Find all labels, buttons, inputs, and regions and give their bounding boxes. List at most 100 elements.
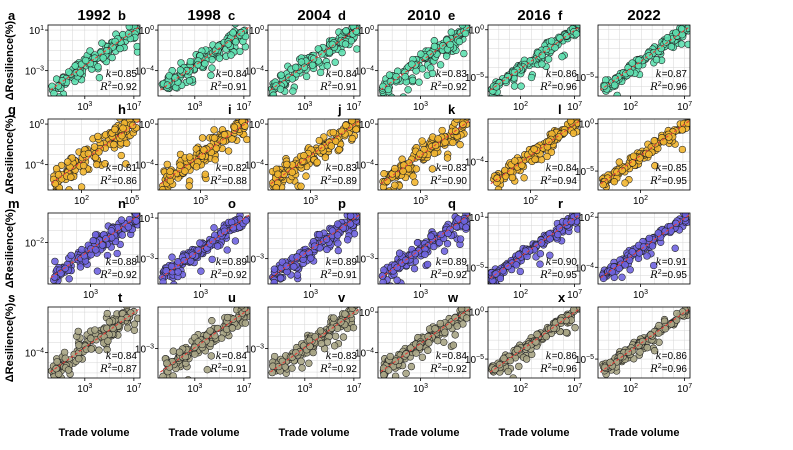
data-point <box>71 62 79 70</box>
data-point <box>186 57 195 66</box>
panel-label: l <box>558 102 562 117</box>
data-point <box>91 153 100 162</box>
data-point <box>177 285 184 292</box>
data-point <box>657 44 665 53</box>
data-point <box>574 25 580 28</box>
y-tick-label: 100 <box>469 307 484 319</box>
data-point <box>453 322 461 330</box>
y-tick-label: 10−5 <box>465 262 484 274</box>
data-point <box>629 152 638 160</box>
y-tick-label: 10−4 <box>25 160 44 172</box>
data-point <box>465 25 469 26</box>
data-point <box>418 353 427 361</box>
data-point <box>224 40 232 48</box>
data-point <box>546 235 554 243</box>
data-point <box>386 77 395 86</box>
axes-frame <box>377 118 471 191</box>
data-point <box>441 138 449 146</box>
fit-line <box>380 214 470 279</box>
data-point <box>451 314 459 322</box>
data-point <box>643 252 651 260</box>
data-point <box>192 163 201 171</box>
data-point <box>513 345 522 354</box>
data-point <box>510 82 519 90</box>
y-tick-label: 100 <box>29 119 44 131</box>
data-point <box>438 126 446 135</box>
data-point <box>64 366 73 374</box>
data-point <box>574 225 580 233</box>
data-point <box>327 142 336 150</box>
data-point <box>428 165 437 173</box>
data-point <box>430 42 439 51</box>
data-point <box>456 235 465 243</box>
axes-frame <box>487 118 581 191</box>
data-point <box>343 236 352 244</box>
data-point <box>391 164 399 173</box>
data-point <box>82 56 90 65</box>
data-point <box>86 47 94 55</box>
data-point <box>538 51 546 60</box>
data-point <box>402 369 410 378</box>
column-title-2016: 2016 <box>517 7 550 24</box>
data-point <box>348 119 356 125</box>
data-point <box>413 239 422 247</box>
k-value: k=0.83 <box>326 163 358 174</box>
data-point <box>113 249 121 258</box>
data-point <box>210 126 218 134</box>
y-tick-label: 100 <box>359 25 374 37</box>
axes-frame <box>597 212 691 285</box>
axes-frame <box>487 306 581 379</box>
data-point <box>341 40 350 48</box>
data-point <box>661 325 669 333</box>
k-value: k=0.86 <box>546 351 578 362</box>
data-point <box>159 278 167 284</box>
data-point <box>84 149 93 158</box>
data-point <box>159 100 166 107</box>
data-point <box>647 331 655 339</box>
r2-value: R2=0.92 <box>99 81 137 93</box>
r2-value: R2=0.92 <box>99 269 137 281</box>
y-tick-label: 101 <box>29 25 44 37</box>
data-point <box>353 45 360 53</box>
y-axis-label-row-3: ΔResilience(%) <box>4 208 16 288</box>
data-point <box>338 48 346 57</box>
data-point <box>441 328 449 336</box>
x-tick-label: 102 <box>523 195 538 207</box>
data-point <box>288 168 296 176</box>
data-point <box>297 182 305 190</box>
data-point <box>241 319 250 327</box>
data-point <box>116 119 124 122</box>
data-point <box>550 324 558 333</box>
data-point <box>108 53 116 62</box>
y-tick-label: 101 <box>469 212 484 224</box>
r2-value: R2=0.96 <box>649 81 687 93</box>
data-point <box>51 180 59 188</box>
data-point <box>417 50 425 58</box>
data-point <box>421 250 429 259</box>
data-point <box>399 167 407 175</box>
data-point <box>186 153 194 161</box>
panel-label: q <box>448 196 456 211</box>
data-point <box>94 132 102 141</box>
data-point <box>391 357 400 365</box>
data-point <box>220 227 229 235</box>
data-point <box>169 95 174 96</box>
data-point <box>388 379 395 386</box>
data-point <box>536 250 545 258</box>
plot-area-m <box>48 213 140 284</box>
data-point <box>385 187 393 190</box>
data-point <box>457 307 466 313</box>
x-axis-label-col-1: Trade volume <box>59 427 130 439</box>
x-tick-label: 103 <box>297 101 312 113</box>
data-point <box>277 274 285 282</box>
plot-area-i <box>268 119 360 190</box>
data-point <box>67 173 75 181</box>
data-point <box>52 165 61 173</box>
axes-frame <box>377 24 471 97</box>
data-point <box>228 324 237 332</box>
data-point <box>208 64 216 72</box>
